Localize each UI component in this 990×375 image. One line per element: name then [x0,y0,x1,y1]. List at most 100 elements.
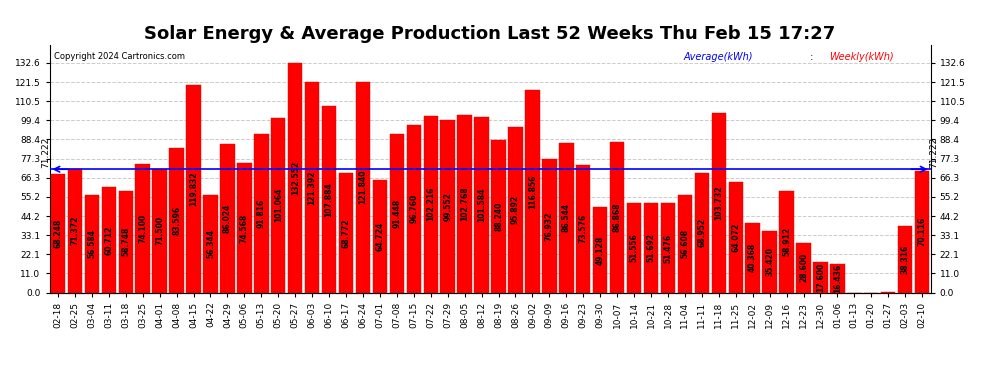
Text: 101.584: 101.584 [477,188,486,222]
Bar [745,223,760,292]
Bar [593,207,608,292]
Bar [305,82,320,292]
Bar [831,264,844,292]
Bar [559,143,573,292]
Bar [288,63,302,292]
Text: 51.556: 51.556 [630,234,639,262]
Text: 38.316: 38.316 [901,245,910,274]
Title: Solar Energy & Average Production Last 52 Weeks Thu Feb 15 17:27: Solar Energy & Average Production Last 5… [145,26,836,44]
Text: 88.240: 88.240 [494,201,503,231]
Bar [678,195,692,292]
Text: 86.024: 86.024 [223,203,232,232]
Text: 40.368: 40.368 [748,243,757,272]
Text: Copyright 2024 Cartronics.com: Copyright 2024 Cartronics.com [53,53,185,62]
Text: 56.584: 56.584 [87,229,96,258]
Bar [424,116,438,292]
Text: 101.064: 101.064 [274,188,283,222]
Bar [372,180,387,292]
Text: 74.568: 74.568 [240,213,248,243]
Bar [271,118,285,292]
Text: 68.772: 68.772 [342,218,350,248]
Text: 16.436: 16.436 [833,264,841,293]
Bar [169,148,184,292]
Text: 95.892: 95.892 [511,195,520,224]
Text: Weekly(kWh): Weekly(kWh) [830,53,894,62]
Bar [407,125,421,292]
Bar [576,165,590,292]
Text: 116.856: 116.856 [528,174,537,208]
Bar [322,106,337,292]
Text: 68.248: 68.248 [53,219,62,248]
Bar [813,262,828,292]
Bar [543,159,556,292]
Bar [457,115,472,292]
Bar [238,164,251,292]
Bar [491,140,506,292]
Text: 107.884: 107.884 [325,182,334,216]
Bar [355,82,370,292]
Bar [474,117,489,292]
Bar [729,182,742,292]
Text: 28.600: 28.600 [799,253,808,282]
Text: 64.724: 64.724 [375,222,384,251]
Text: 83.596: 83.596 [172,206,181,235]
Bar [186,85,201,292]
Text: 86.868: 86.868 [613,202,622,232]
Bar [644,203,658,292]
Text: 51.692: 51.692 [646,233,655,262]
Bar [119,191,133,292]
Text: 73.576: 73.576 [579,214,588,243]
Bar [67,169,82,292]
Text: 71.372: 71.372 [70,216,79,245]
Text: 17.600: 17.600 [816,262,825,292]
Text: 121.840: 121.840 [358,170,367,204]
Text: 99.552: 99.552 [444,192,452,221]
Bar [339,174,353,292]
Text: 51.476: 51.476 [663,233,672,262]
Bar [712,113,726,292]
Text: 86.544: 86.544 [561,203,571,232]
Bar [203,195,218,292]
Bar [660,203,675,292]
Text: 58.748: 58.748 [121,227,131,256]
Text: 70.116: 70.116 [918,217,927,246]
Bar [152,169,167,292]
Bar [610,142,625,292]
Text: 102.768: 102.768 [460,186,469,221]
Text: 60.712: 60.712 [104,225,113,255]
Bar [915,171,930,292]
Text: 103.732: 103.732 [715,186,724,220]
Text: 91.816: 91.816 [256,198,265,228]
Text: 121.392: 121.392 [308,170,317,205]
Text: Average(kWh): Average(kWh) [684,53,753,62]
Text: 71.500: 71.500 [155,216,164,245]
Text: 91.448: 91.448 [392,199,401,228]
Bar [627,203,642,292]
Text: 49.128: 49.128 [596,236,605,265]
Bar [441,120,454,292]
Bar [136,164,149,292]
Text: 119.832: 119.832 [189,171,198,206]
Text: 68.952: 68.952 [697,218,706,248]
Bar [254,134,268,292]
Text: 64.072: 64.072 [732,222,741,252]
Text: 102.216: 102.216 [427,187,436,221]
Bar [779,190,794,292]
Text: 58.912: 58.912 [782,227,791,256]
Bar [796,243,811,292]
Text: 71.222: 71.222 [42,137,50,168]
Text: :: : [807,53,817,62]
Text: 35.420: 35.420 [765,248,774,276]
Bar [102,188,116,292]
Text: 132.552: 132.552 [291,161,300,195]
Text: 96.760: 96.760 [409,194,419,224]
Text: 76.932: 76.932 [544,211,553,240]
Bar [898,226,913,292]
Bar [695,173,709,292]
Bar [50,174,65,292]
Bar [526,90,540,292]
Text: 71.222: 71.222 [930,137,939,168]
Bar [220,144,235,292]
Text: 56.608: 56.608 [680,229,689,258]
Bar [390,134,404,292]
